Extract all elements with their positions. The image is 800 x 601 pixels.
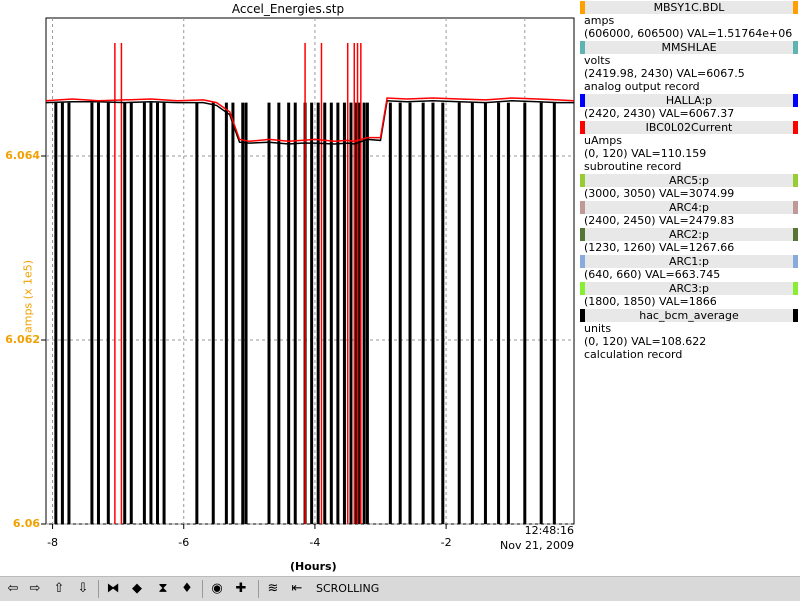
legend-entry-desc: subroutine record bbox=[584, 160, 682, 173]
y-tick-label: 6.06 bbox=[12, 517, 40, 530]
x-tick-label: -6 bbox=[178, 536, 190, 549]
scroll-mode-icon[interactable]: ≋ bbox=[267, 581, 279, 596]
legend-entry-name[interactable]: IBC0L02Current bbox=[580, 121, 798, 134]
legend-entry-name[interactable]: ARC4:p bbox=[580, 201, 798, 214]
legend-entry-info: (2419.98, 2430) VAL=6067.5 bbox=[584, 67, 745, 80]
legend-entry-units: units bbox=[584, 322, 612, 335]
legend-entry-info: (0, 120) VAL=108.622 bbox=[584, 335, 707, 348]
legend-entry-name[interactable]: MBSY1C.BDL bbox=[580, 1, 798, 14]
legend-entry-units: amps bbox=[584, 14, 615, 27]
legend-entry-info: (606000, 606500) VAL=1.51764e+06 bbox=[584, 27, 793, 40]
zoom-in-x-icon[interactable]: ⧓ bbox=[106, 581, 120, 596]
legend-entry-info: (1230, 1260) VAL=1267.66 bbox=[584, 241, 735, 254]
chart-title: Accel_Energies.stp bbox=[231, 2, 345, 16]
time-label: 12:48:16 bbox=[524, 524, 574, 537]
legend-entry-info: (1800, 1850) VAL=1866 bbox=[584, 295, 717, 308]
plot-area[interactable] bbox=[0, 0, 576, 576]
legend-entry-name[interactable]: MMSHLAE bbox=[580, 41, 798, 54]
legend-entry-name[interactable]: HALLA:p bbox=[580, 94, 798, 107]
toolbar-separator bbox=[202, 580, 203, 598]
x-tick-label: -8 bbox=[47, 536, 59, 549]
x-tick-label: -2 bbox=[440, 536, 452, 549]
legend: MBSY1C.BDL amps (606000, 606500) VAL=1.517… bbox=[580, 0, 800, 361]
legend-entry-info: (2420, 2430) VAL=6067.37 bbox=[584, 107, 735, 120]
legend-entry-info: (2400, 2450) VAL=2479.83 bbox=[584, 214, 735, 227]
series-line bbox=[45, 97, 575, 143]
legend-entry-units: uAmps bbox=[584, 134, 622, 147]
y-tick-label: 6.062 bbox=[5, 333, 40, 346]
x-axis-label: (Hours) bbox=[290, 560, 337, 573]
zoom-out-y-icon[interactable]: ♦ bbox=[181, 581, 193, 596]
pan-back-icon[interactable]: ⇤ bbox=[291, 581, 303, 596]
pan-right-icon[interactable]: ⇨ bbox=[29, 581, 41, 596]
pan-up-icon[interactable]: ⇧ bbox=[53, 581, 65, 596]
legend-entry-name[interactable]: ARC5:p bbox=[580, 174, 798, 187]
legend-entry-name[interactable]: hac_bcm_average bbox=[580, 309, 798, 322]
y-tick-label: 6.064 bbox=[5, 149, 40, 162]
legend-entry-name[interactable]: ARC3:p bbox=[580, 282, 798, 295]
toolbar-separator bbox=[258, 580, 259, 598]
legend-entry-info: (0, 120) VAL=110.159 bbox=[584, 147, 707, 160]
toolbar-separator bbox=[98, 580, 99, 598]
status-text: SCROLLING bbox=[316, 582, 380, 595]
legend-entry-units: volts bbox=[584, 54, 611, 67]
legend-entry-desc: calculation record bbox=[584, 348, 683, 361]
add-icon[interactable]: ✚ bbox=[235, 581, 247, 596]
toolbar: SCROLLING ⇦ ⇨ ⇧ ⇩ ⧓ ◆ ⧗ ♦ ◉ ✚ ≋ ⇤ bbox=[0, 576, 800, 601]
legend-entry-info: (3000, 3050) VAL=3074.99 bbox=[584, 187, 735, 200]
date-label: Nov 21, 2009 bbox=[500, 539, 574, 552]
legend-entry-name[interactable]: ARC1:p bbox=[580, 255, 798, 268]
pan-down-icon[interactable]: ⇩ bbox=[77, 581, 89, 596]
series-line bbox=[45, 100, 574, 145]
x-tick-label: -4 bbox=[309, 536, 321, 549]
legend-entry-info: (640, 660) VAL=663.745 bbox=[584, 268, 721, 281]
zoom-in-y-icon[interactable]: ⧗ bbox=[158, 581, 168, 596]
pan-left-icon[interactable]: ⇦ bbox=[7, 581, 19, 596]
autoscale-icon[interactable]: ◉ bbox=[211, 581, 223, 596]
legend-entry-name[interactable]: ARC2:p bbox=[580, 228, 798, 241]
zoom-out-x-icon[interactable]: ◆ bbox=[132, 581, 142, 596]
legend-entry-desc: analog output record bbox=[584, 80, 700, 93]
